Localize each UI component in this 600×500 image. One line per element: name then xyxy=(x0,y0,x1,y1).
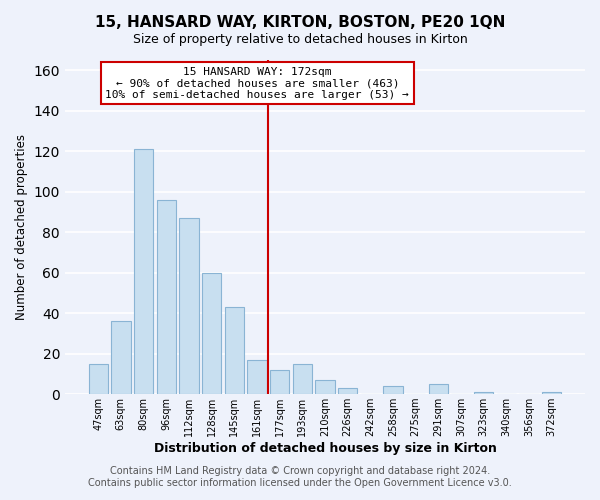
Bar xyxy=(247,360,266,394)
Bar xyxy=(293,364,312,394)
Bar xyxy=(270,370,289,394)
Bar xyxy=(202,272,221,394)
Bar xyxy=(429,384,448,394)
Bar xyxy=(316,380,335,394)
Bar xyxy=(224,307,244,394)
Text: 15, HANSARD WAY, KIRTON, BOSTON, PE20 1QN: 15, HANSARD WAY, KIRTON, BOSTON, PE20 1Q… xyxy=(95,15,505,30)
Bar xyxy=(338,388,357,394)
Bar xyxy=(383,386,403,394)
Bar xyxy=(111,322,131,394)
Bar xyxy=(157,200,176,394)
X-axis label: Distribution of detached houses by size in Kirton: Distribution of detached houses by size … xyxy=(154,442,496,455)
Bar xyxy=(134,149,153,394)
Y-axis label: Number of detached properties: Number of detached properties xyxy=(15,134,28,320)
Text: 15 HANSARD WAY: 172sqm
← 90% of detached houses are smaller (463)
10% of semi-de: 15 HANSARD WAY: 172sqm ← 90% of detached… xyxy=(106,66,409,100)
Bar xyxy=(474,392,493,394)
Bar xyxy=(89,364,108,394)
Bar xyxy=(542,392,562,394)
Text: Contains HM Land Registry data © Crown copyright and database right 2024.
Contai: Contains HM Land Registry data © Crown c… xyxy=(88,466,512,487)
Text: Size of property relative to detached houses in Kirton: Size of property relative to detached ho… xyxy=(133,32,467,46)
Bar xyxy=(179,218,199,394)
